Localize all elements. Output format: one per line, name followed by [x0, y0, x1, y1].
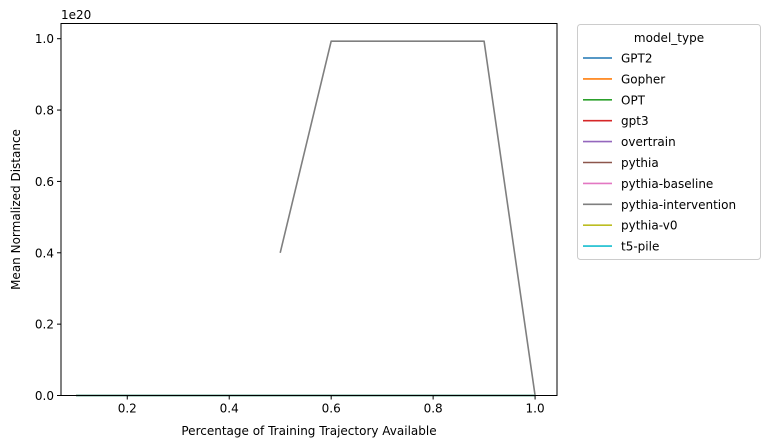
plot-frame [60, 23, 558, 396]
legend-label-opt: OPT [621, 93, 646, 107]
x-axis-label: Percentage of Training Trajectory Availa… [181, 424, 436, 438]
legend-label-gopher: Gopher [621, 72, 665, 86]
plot-lines [76, 40, 536, 397]
y-tick-label: 0.0 [35, 389, 54, 403]
legend-title: model_type [634, 31, 704, 45]
x-tick-label: 0.6 [322, 402, 341, 416]
x-axis: 0.2 0.4 0.6 0.8 1.0 [118, 395, 545, 416]
legend: model_type GPT2 Gopher OPT gpt3 overtrain pyt… [577, 24, 761, 260]
legend-label-gpt2: GPT2 [621, 52, 653, 66]
y-tick-label: 0.4 [35, 246, 54, 260]
legend-items: GPT2 Gopher OPT gpt3 overtrain pythia pythia-b… [583, 52, 736, 254]
legend-label-gpt3: gpt3 [621, 114, 649, 128]
legend-label-pythia-baseline: pythia-baseline [621, 177, 713, 191]
legend-label-overtrain: overtrain [621, 135, 676, 149]
y-axis: 0.0 0.2 0.4 0.6 0.8 1.0 [35, 32, 61, 403]
x-tick-label: 0.4 [220, 402, 239, 416]
legend-label-pythia-v0: pythia-v0 [621, 219, 677, 233]
legend-frame [577, 24, 761, 260]
y-axis-multiplier: 1e20 [61, 8, 91, 22]
series-line-pythia-intervention [279, 40, 536, 396]
y-axis-label: Mean Normalized Distance [9, 129, 23, 290]
y-tick-label: 0.8 [35, 104, 54, 118]
y-tick-label: 0.6 [35, 175, 54, 189]
legend-label-pythia: pythia [621, 156, 659, 170]
x-tick-label: 0.2 [118, 402, 137, 416]
x-tick-label: 1.0 [526, 402, 545, 416]
y-tick-label: 0.2 [35, 318, 54, 332]
legend-label-pythia-intervention: pythia-intervention [621, 198, 736, 212]
x-tick-label: 0.8 [424, 402, 443, 416]
y-tick-label: 1.0 [35, 32, 54, 46]
legend-label-t5-pile: t5-pile [621, 240, 659, 254]
